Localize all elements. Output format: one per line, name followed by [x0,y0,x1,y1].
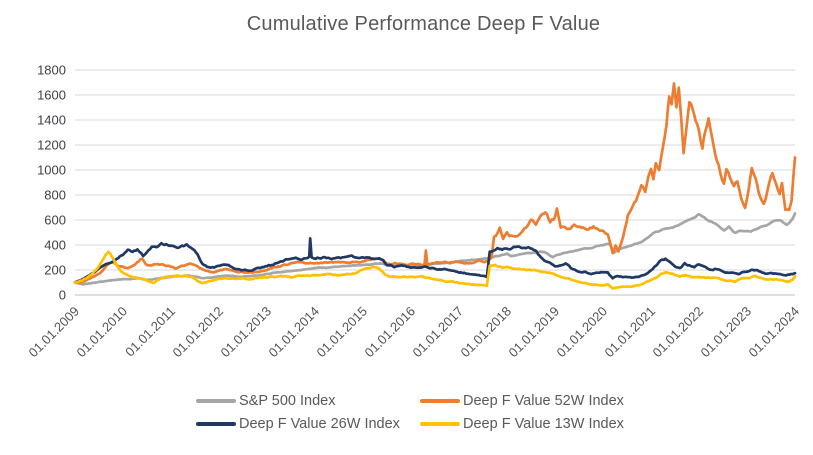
y-tick-label: 600 [44,213,66,228]
y-tick-label: 1600 [37,88,66,103]
x-tick-label: 01.01.2024 [745,304,802,361]
x-tick-label: 01.01.2015 [313,304,370,361]
y-tick-label: 1400 [37,113,66,128]
y-tick-label: 200 [44,263,66,278]
legend-row-1: S&P 500 Index Deep F Value 52W Index [196,393,624,409]
x-tick-label: 01.01.2023 [697,304,754,361]
legend-item-sp500-index: S&P 500 Index [196,393,420,409]
y-tick-label: 400 [44,238,66,253]
legend-label-deep-f-value-52w-index: Deep F Value 52W Index [463,393,624,409]
x-tick-label: 01.01.2018 [457,304,514,361]
x-tick-label: 01.01.2021 [601,304,658,361]
legend-label-deep-f-value-13w-index: Deep F Value 13W Index [463,416,624,432]
legend-swatch-deep-f-value-26w-index [196,421,236,427]
legend-label-sp500-index: S&P 500 Index [239,393,336,409]
chart-legend: S&P 500 Index Deep F Value 52W Index Dee… [196,393,624,432]
y-tick-label: 1200 [37,138,66,153]
legend-item-deep-f-value-52w-index: Deep F Value 52W Index [420,393,624,409]
y-tick-label: 0 [59,288,66,303]
x-tick-label: 01.01.2016 [361,304,418,361]
x-tick-label: 01.01.2010 [73,304,130,361]
legend-row-2: Deep F Value 26W Index Deep F Value 13W … [196,416,624,432]
legend-swatch-deep-f-value-13w-index [420,421,460,427]
x-tick-label: 01.01.2017 [409,304,466,361]
x-tick-label: 01.01.2009 [25,304,82,361]
x-tick-label: 01.01.2012 [169,304,226,361]
chart-title: Cumulative Performance Deep F Value [246,13,601,35]
series-line-deep-f-value-13w-index [73,250,797,290]
legend-item-deep-f-value-26w-index: Deep F Value 26W Index [196,416,420,432]
y-tick-label: 800 [44,188,66,203]
legend-item-deep-f-value-13w-index: Deep F Value 13W Index [420,416,624,432]
x-tick-label: 01.01.2019 [505,304,562,361]
x-tick-label: 01.01.2022 [649,304,706,361]
legend-swatch-sp500-index [196,398,236,404]
series-line-deep-f-value-52w-index [73,82,797,285]
series-line-deep-f-value-26w-index [73,236,797,284]
legend-label-deep-f-value-26w-index: Deep F Value 26W Index [239,416,400,432]
legend-swatch-deep-f-value-52w-index [420,398,460,404]
y-tick-label: 1000 [37,163,66,178]
x-tick-label: 01.01.2014 [265,304,322,361]
series-line-s-p-500-index [73,212,797,286]
x-tick-label: 01.01.2020 [553,304,610,361]
y-tick-label: 1800 [37,63,66,78]
x-tick-label: 01.01.2013 [217,304,274,361]
